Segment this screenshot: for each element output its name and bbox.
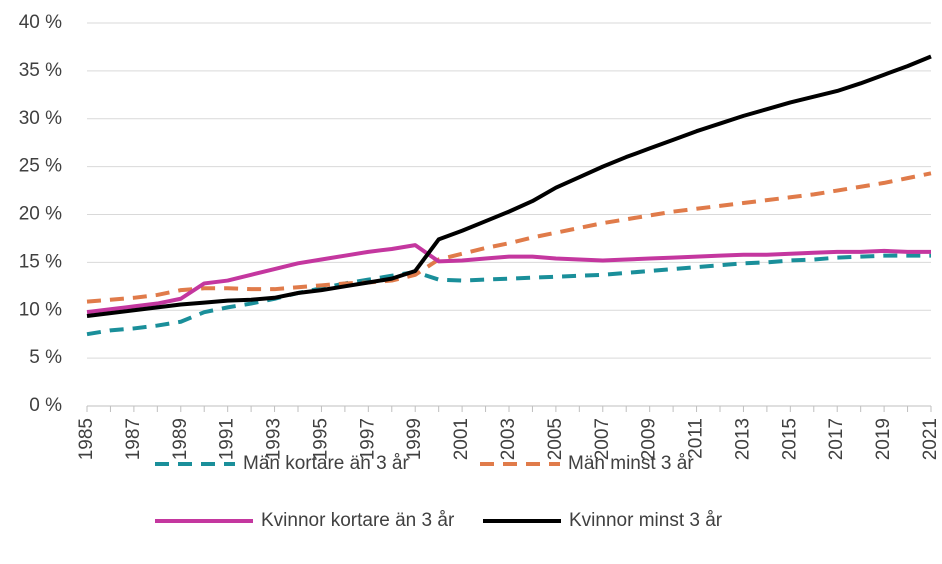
y-tick-label: 25 % (19, 156, 62, 177)
x-tick-label: 2009 (639, 418, 660, 460)
y-tick-label: 5 % (29, 347, 62, 368)
x-tick-label: 2001 (451, 418, 472, 460)
x-tick-label: 2013 (732, 418, 753, 460)
legend-label: Kvinnor minst 3 år (569, 510, 723, 531)
y-tick-label: 40 % (19, 12, 62, 33)
x-tick-label: 1995 (310, 418, 331, 460)
x-tick-label: 2017 (826, 418, 847, 460)
y-tick-label: 30 % (19, 108, 62, 129)
x-tick-label: 2011 (686, 418, 707, 459)
x-tick-label: 2015 (779, 418, 800, 460)
x-tick-label: 1999 (404, 418, 425, 460)
x-tick-label: 2005 (545, 418, 566, 460)
y-tick-label: 10 % (19, 299, 62, 320)
x-tick-label: 2021 (920, 418, 941, 460)
x-tick-label: 1997 (357, 418, 378, 460)
series-line (86, 253, 931, 337)
series-line (86, 243, 931, 315)
x-tick-label: 1991 (217, 418, 238, 460)
legend-label: Män minst 3 år (568, 453, 694, 474)
y-tick-label: 35 % (19, 60, 62, 81)
legend-label: Kvinnor kortare än 3 år (261, 510, 455, 531)
legend-label: Män kortare än 3 år (243, 453, 409, 474)
x-tick-label: 1989 (170, 418, 191, 460)
y-tick-label: 0 % (29, 395, 62, 416)
series-line (86, 171, 932, 304)
y-tick-label: 15 % (19, 251, 62, 272)
series-line (86, 54, 932, 318)
x-tick-label: 1987 (123, 418, 144, 460)
y-tick-label: 20 % (19, 204, 62, 225)
x-tick-label: 1985 (76, 418, 97, 460)
x-tick-label: 1993 (264, 418, 285, 460)
x-tick-label: 2007 (592, 418, 613, 460)
x-tick-label: 2003 (498, 418, 519, 460)
x-tick-label: 2019 (873, 418, 894, 460)
